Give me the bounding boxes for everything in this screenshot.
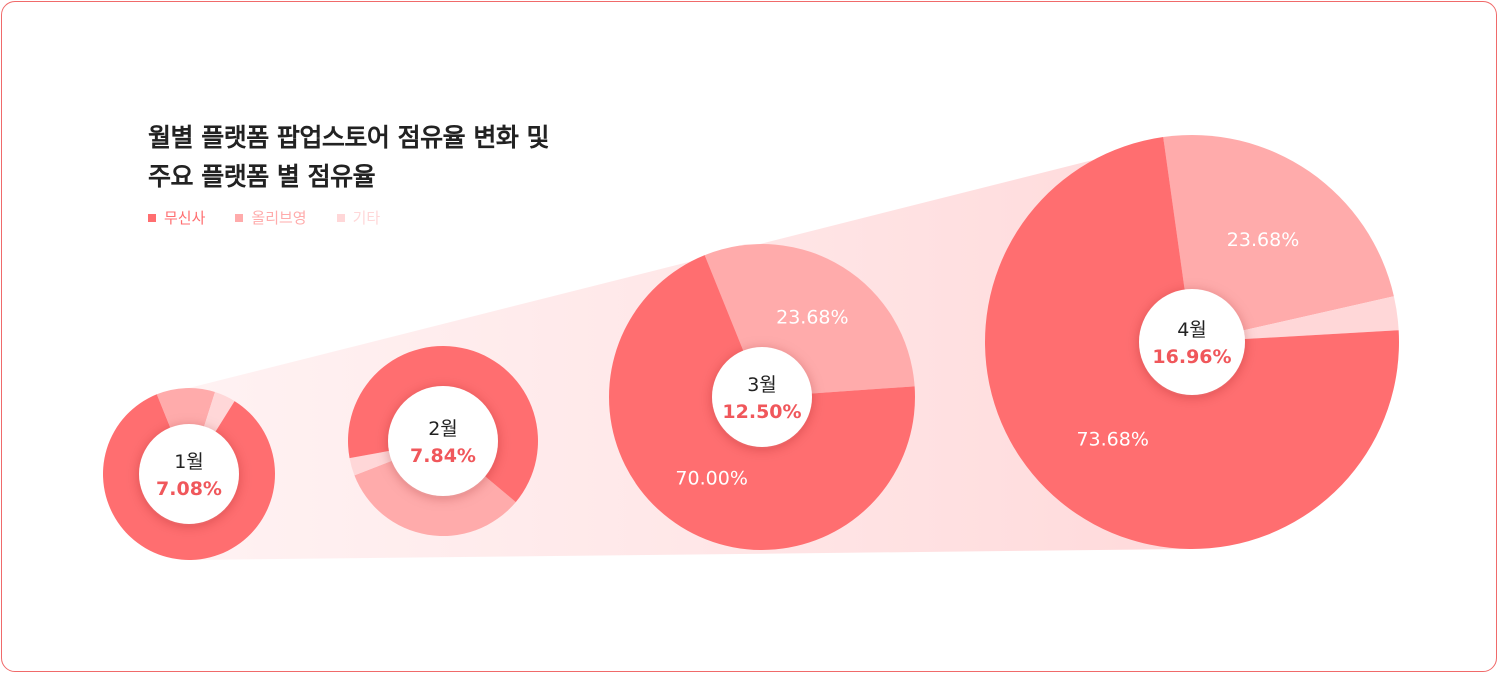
chart-title: 월별 플랫폼 팝업스토어 점유율 변화 및 주요 플랫폼 별 점유율 [148, 118, 550, 196]
pie-3: 70.00% 23.68% 3월 12.50% [609, 243, 915, 551]
month-value-4: 16.96% [1152, 346, 1231, 368]
legend-swatch-etc [336, 213, 345, 222]
legend-label-etc: 기타 [352, 209, 381, 227]
month-label-1: 1월 [174, 451, 204, 473]
slice-label-musinsa-4: 73.68% [1076, 429, 1148, 451]
title-line-2: 주요 플랫폼 별 점유율 [148, 162, 376, 191]
pie-1: 1월 7.08% [102, 388, 275, 560]
pie-hub-4 [1139, 289, 1245, 395]
slice-label-oliveyoung-3: 23.68% [776, 306, 848, 328]
pie-hub-2 [388, 386, 498, 496]
pie-hub-1 [139, 424, 239, 524]
legend-item-etc: 기타 [336, 207, 381, 228]
month-label-3: 3월 [747, 374, 777, 396]
month-label-2: 2월 [428, 418, 458, 440]
pie-2: 2월 7.84% [348, 346, 538, 537]
slice-oliveyoung-4 [1163, 135, 1394, 342]
pie-hub-3 [712, 347, 812, 447]
legend-swatch-musinsa [148, 213, 156, 222]
slice-label-oliveyoung-4: 23.68% [1227, 229, 1299, 251]
month-label-4: 4월 [1177, 319, 1207, 341]
month-value-2: 7.84% [410, 445, 476, 467]
legend: 무신사 올리브영 기타 [148, 207, 380, 228]
pie-4: 73.68% 23.68% 4월 16.96% [985, 135, 1399, 549]
month-value-1: 7.08% [156, 478, 222, 500]
legend-item-musinsa: 무신사 [148, 207, 205, 228]
month-value-3: 12.50% [722, 401, 801, 423]
title-line-1: 월별 플랫폼 팝업스토어 점유율 변화 및 [148, 123, 550, 152]
slice-label-musinsa-3: 70.00% [675, 468, 747, 490]
legend-label-musinsa: 무신사 [164, 209, 206, 227]
legend-swatch-oliveyoung [235, 213, 244, 222]
legend-item-oliveyoung: 올리브영 [235, 207, 307, 228]
legend-label-oliveyoung: 올리브영 [251, 209, 307, 227]
